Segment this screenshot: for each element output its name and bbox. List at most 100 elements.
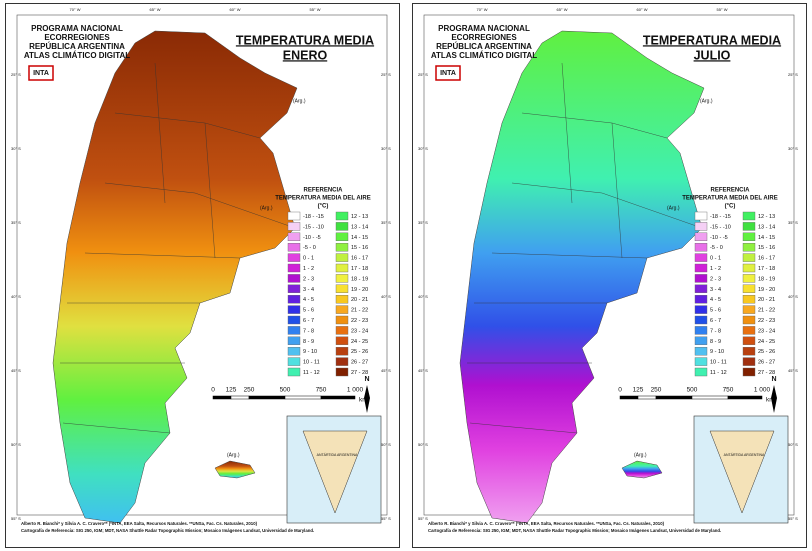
legend-swatch [742,326,756,335]
legend-swatch [742,222,756,231]
longitude-label: 60° W [637,7,648,12]
scale-segment [637,395,657,400]
latitude-label: 40° S [788,294,798,299]
legend-swatch [287,367,301,377]
legend-swatch [694,263,708,273]
legend-swatch [742,253,756,262]
legend-label: 1 - 2 [303,266,314,272]
legend-label: 15 - 16 [758,245,775,251]
legend-swatch [694,326,708,335]
province-borders [467,62,703,434]
logo-text: INTA [33,70,49,77]
legend-label: 7 - 8 [303,328,314,334]
north-label: N [364,376,369,383]
legend-label: 24 - 25 [351,339,368,345]
scale-label: 250 [651,387,662,394]
latitude-label: 55° S [11,516,21,521]
legend-swatch [335,274,349,283]
legend-label: 2 - 3 [710,276,721,282]
legend-label: 26 - 27 [758,360,775,366]
legend-swatch [694,336,708,345]
latitude-label: 25° S [11,72,21,77]
north-label: N [771,376,776,383]
legend-label: 2 - 3 [303,276,314,282]
inset-label: ANTÁRTIDA ARGENTINA [724,453,765,457]
latitude-label: 25° S [788,72,798,77]
legend-label: 12 - 13 [351,214,368,220]
legend-label: 25 - 26 [758,349,775,355]
legend-swatch [335,232,349,242]
scale-segment [655,395,693,400]
legend-label: -15 - -10 [303,224,324,230]
legend-title: TEMPERATURA MEDIA DEL AIRE [682,196,777,202]
legend-swatch [287,347,301,356]
legend-label: 9 - 10 [710,349,724,355]
legend-label: 25 - 26 [351,349,368,355]
program-line: REPÚBLICA ARGENTINA [29,42,125,51]
latitude-label: 50° S [381,442,391,447]
legend-label: 22 - 23 [351,318,368,324]
longitude-label: 65° W [557,7,568,12]
scale-label: 125 [633,387,644,394]
legend-swatch [742,336,756,345]
legend-swatch [742,263,756,273]
territory-label: (Arg.) [634,452,647,458]
legend-swatch [335,253,349,262]
inset-sector [709,430,775,514]
legend-label: 3 - 4 [710,287,721,293]
legend-swatch [287,253,301,262]
territory-label: (Arg.) [260,205,273,211]
scale-segment [248,395,286,400]
legend-label: -18 - -15 [710,214,731,220]
legend-swatch [694,367,708,377]
legend-swatch [742,347,756,356]
legend-swatch [742,367,756,377]
islands [621,460,663,479]
scale-unit: km [766,397,775,404]
longitude-label: 55° W [717,7,728,12]
legend-label: 9 - 10 [303,349,317,355]
legend-swatch [742,305,756,314]
territory-label: (Arg.) [227,452,240,458]
legend-swatch [335,295,349,304]
legend-swatch [742,315,756,325]
legend-label: -10 - -5 [303,235,321,241]
legend-swatch [335,357,349,366]
legend-label: 11 - 12 [710,370,727,376]
legend-swatch [742,284,756,293]
credit-line: Cartografía de Referencia: SIG 250, IGM;… [428,528,721,533]
legend-label: 15 - 16 [351,245,368,251]
legend-label: 8 - 9 [710,339,721,345]
latitude-label: 40° S [418,294,428,299]
legend-swatch [287,222,301,231]
latitude-label: 50° S [788,442,798,447]
legend-swatch [287,284,301,293]
scale-unit: km [359,397,368,404]
province-borders [60,62,296,434]
legend-label: 14 - 15 [351,235,368,241]
country-shape [52,30,298,524]
legend-label: 17 - 18 [758,266,775,272]
legend-label: 27 - 28 [758,370,775,376]
latitude-label: 50° S [11,442,21,447]
legend-label: 4 - 5 [303,297,314,303]
legend-swatch [287,336,301,345]
longitude-label: 55° W [310,7,321,12]
legend-swatch [742,274,756,283]
legend-swatch [335,305,349,314]
legend-swatch [287,305,301,314]
credit-line: Alberto R. Bianchi* y Silvia A. C. Crave… [21,521,258,526]
latitude-label: 30° S [11,146,21,151]
legend-title: REFERENCIA [303,188,343,194]
legend-swatch [287,242,301,252]
legend-label: 24 - 25 [758,339,775,345]
latitude-label: 45° S [418,368,428,373]
longitude-label: 70° W [70,7,81,12]
legend-label: 16 - 17 [758,256,775,262]
legend-label: 21 - 22 [351,308,368,314]
legend-swatch [694,347,708,356]
legend-swatch [694,305,708,314]
scale-label: 0 [211,387,215,394]
